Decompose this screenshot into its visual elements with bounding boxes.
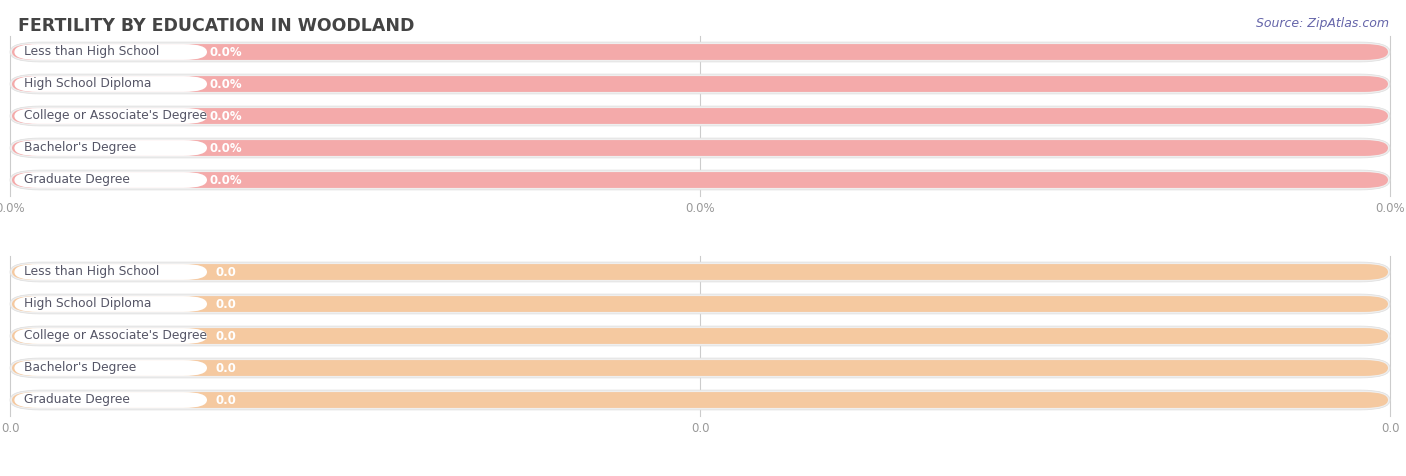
- FancyBboxPatch shape: [14, 140, 207, 156]
- FancyBboxPatch shape: [10, 326, 1391, 346]
- Text: 0.0%: 0.0%: [209, 141, 242, 155]
- Text: 0.0: 0.0: [215, 361, 236, 375]
- FancyBboxPatch shape: [13, 360, 1388, 376]
- Text: College or Associate's Degree: College or Associate's Degree: [24, 329, 207, 343]
- FancyBboxPatch shape: [14, 76, 207, 92]
- Text: 0.0%: 0.0%: [1375, 202, 1405, 215]
- Text: Source: ZipAtlas.com: Source: ZipAtlas.com: [1256, 17, 1389, 30]
- FancyBboxPatch shape: [14, 108, 207, 124]
- FancyBboxPatch shape: [10, 170, 1391, 190]
- FancyBboxPatch shape: [10, 262, 1391, 282]
- Text: FERTILITY BY EDUCATION IN WOODLAND: FERTILITY BY EDUCATION IN WOODLAND: [18, 17, 415, 35]
- FancyBboxPatch shape: [14, 264, 207, 280]
- Text: 0.0%: 0.0%: [209, 78, 242, 90]
- FancyBboxPatch shape: [10, 42, 1391, 62]
- FancyBboxPatch shape: [10, 138, 1391, 158]
- FancyBboxPatch shape: [13, 76, 1388, 92]
- Text: Less than High School: Less than High School: [24, 46, 159, 59]
- Text: 0.0%: 0.0%: [209, 173, 242, 187]
- Text: Bachelor's Degree: Bachelor's Degree: [24, 361, 136, 375]
- FancyBboxPatch shape: [13, 264, 1388, 280]
- Text: High School Diploma: High School Diploma: [24, 298, 152, 310]
- FancyBboxPatch shape: [14, 296, 207, 312]
- FancyBboxPatch shape: [10, 358, 1391, 378]
- Text: 0.0: 0.0: [1, 422, 20, 435]
- FancyBboxPatch shape: [13, 108, 1388, 124]
- FancyBboxPatch shape: [10, 106, 1391, 126]
- Text: 0.0: 0.0: [215, 298, 236, 310]
- FancyBboxPatch shape: [13, 328, 1388, 344]
- Text: Bachelor's Degree: Bachelor's Degree: [24, 141, 136, 155]
- FancyBboxPatch shape: [10, 74, 1391, 94]
- FancyBboxPatch shape: [13, 296, 1388, 312]
- FancyBboxPatch shape: [13, 140, 1388, 156]
- Text: Graduate Degree: Graduate Degree: [24, 173, 131, 187]
- Text: 0.0%: 0.0%: [685, 202, 714, 215]
- FancyBboxPatch shape: [14, 360, 207, 376]
- Text: 0.0: 0.0: [215, 329, 236, 343]
- FancyBboxPatch shape: [13, 172, 1388, 188]
- FancyBboxPatch shape: [10, 294, 1391, 314]
- Text: 0.0: 0.0: [215, 266, 236, 278]
- Text: College or Associate's Degree: College or Associate's Degree: [24, 109, 207, 122]
- FancyBboxPatch shape: [14, 392, 207, 408]
- Text: 0.0%: 0.0%: [209, 46, 242, 59]
- Text: Graduate Degree: Graduate Degree: [24, 394, 131, 407]
- Text: 0.0%: 0.0%: [0, 202, 25, 215]
- Text: 0.0: 0.0: [690, 422, 709, 435]
- FancyBboxPatch shape: [14, 328, 207, 344]
- Text: High School Diploma: High School Diploma: [24, 78, 152, 90]
- FancyBboxPatch shape: [13, 392, 1388, 408]
- FancyBboxPatch shape: [14, 172, 207, 188]
- FancyBboxPatch shape: [14, 44, 207, 60]
- FancyBboxPatch shape: [13, 44, 1388, 60]
- Text: Less than High School: Less than High School: [24, 266, 159, 278]
- Text: 0.0%: 0.0%: [209, 109, 242, 122]
- Text: 0.0: 0.0: [1381, 422, 1399, 435]
- Text: 0.0: 0.0: [215, 394, 236, 407]
- FancyBboxPatch shape: [10, 390, 1391, 410]
